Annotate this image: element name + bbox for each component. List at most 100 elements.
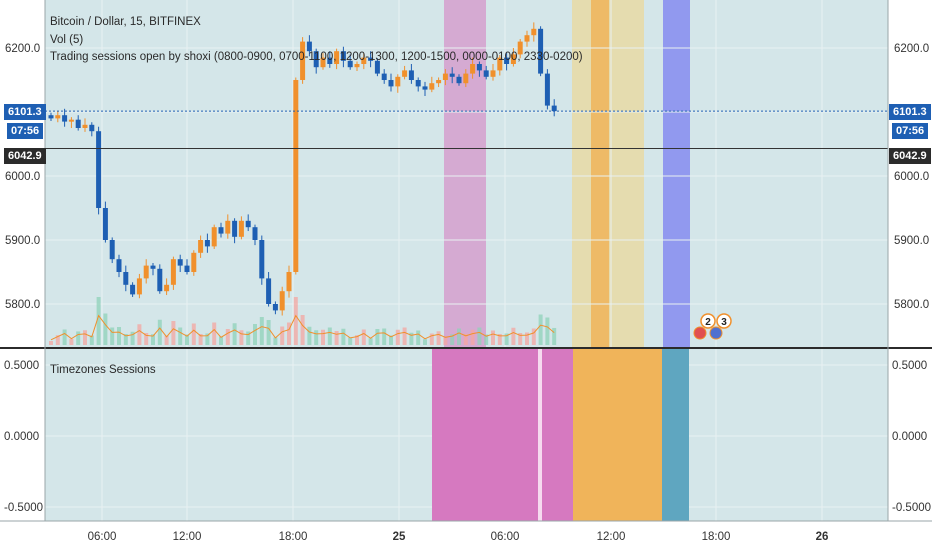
session-block bbox=[573, 349, 662, 521]
candle-body bbox=[334, 51, 340, 64]
candle-body bbox=[204, 240, 210, 247]
volume-bar bbox=[423, 339, 427, 345]
candle-body bbox=[456, 76, 462, 84]
session-block bbox=[432, 349, 573, 521]
symbol-title[interactable]: Bitcoin / Dollar, 15, BITFINEX bbox=[50, 16, 201, 28]
volume-bar bbox=[361, 329, 366, 345]
volume-bar bbox=[185, 334, 189, 345]
candle-body bbox=[48, 115, 54, 119]
volume-bar bbox=[205, 333, 210, 345]
candle-body bbox=[544, 73, 550, 106]
time-tick-label: 26 bbox=[816, 531, 829, 543]
volume-bar bbox=[348, 337, 353, 345]
volume-bar bbox=[198, 334, 203, 345]
price-tick-label: 5800.0 bbox=[5, 299, 40, 311]
price-tick-label: 5900.0 bbox=[5, 235, 40, 247]
candle-body bbox=[347, 60, 353, 68]
candle-body bbox=[524, 35, 530, 42]
candle-body bbox=[408, 70, 414, 80]
volume-bar bbox=[389, 335, 393, 345]
volume-bar bbox=[314, 330, 319, 345]
candle-body bbox=[374, 60, 380, 74]
candle-body bbox=[89, 124, 95, 132]
volume-bar bbox=[55, 335, 60, 345]
candle-body bbox=[510, 54, 516, 64]
volume-bar bbox=[117, 327, 121, 345]
volume-bar bbox=[178, 327, 183, 345]
price-tick-label: 6000.0 bbox=[894, 171, 929, 183]
volume-bar bbox=[307, 326, 312, 345]
crosshair-price-tag-right: 6042.9 bbox=[889, 148, 931, 164]
candle-body bbox=[55, 115, 61, 119]
candle-body bbox=[313, 51, 319, 68]
candle-body bbox=[517, 41, 523, 55]
volume-bar bbox=[287, 322, 291, 345]
candle-body bbox=[293, 80, 299, 272]
candle-body bbox=[164, 284, 170, 292]
volume-bar bbox=[123, 334, 128, 345]
volume-bar bbox=[355, 335, 359, 345]
session-band bbox=[663, 0, 690, 347]
candle-body bbox=[422, 86, 428, 90]
volume-bar bbox=[137, 324, 142, 345]
event-badge bbox=[716, 313, 732, 329]
candle-body bbox=[320, 57, 326, 68]
volume-bar bbox=[293, 297, 298, 345]
candle-body bbox=[490, 70, 496, 77]
event-badge bbox=[700, 313, 716, 329]
candle-body bbox=[96, 131, 102, 208]
volume-bar bbox=[96, 297, 101, 345]
volume-bar bbox=[246, 331, 251, 345]
sub-tick-label: -0.5000 bbox=[892, 502, 931, 514]
volume-bar bbox=[402, 327, 407, 345]
candle-body bbox=[436, 80, 442, 84]
volume-bar bbox=[83, 330, 87, 345]
volume-bar bbox=[368, 338, 373, 345]
volume-bar bbox=[62, 329, 67, 345]
candle-body bbox=[266, 278, 272, 304]
volume-bar bbox=[171, 321, 176, 345]
candle-body bbox=[259, 240, 265, 279]
candle-body bbox=[198, 240, 204, 253]
candle-body bbox=[354, 64, 360, 68]
candle-body bbox=[102, 208, 108, 240]
volume-bar bbox=[531, 328, 536, 345]
volume-bar bbox=[457, 328, 461, 345]
candle-body bbox=[531, 28, 537, 36]
candle-body bbox=[449, 73, 455, 77]
volume-bar bbox=[429, 333, 434, 345]
volume-bar bbox=[130, 331, 135, 345]
candle-body bbox=[150, 265, 156, 269]
volume-bar bbox=[151, 334, 155, 345]
candle-body bbox=[429, 83, 435, 90]
candle-body bbox=[136, 278, 142, 295]
volume-bar bbox=[511, 327, 516, 345]
volume-ma-line bbox=[50, 314, 555, 341]
volume-bar bbox=[409, 332, 414, 345]
candle-body bbox=[368, 57, 374, 61]
volume-bar bbox=[538, 314, 543, 345]
candle-body bbox=[68, 119, 74, 122]
volume-legend[interactable]: Vol (5) bbox=[50, 34, 84, 46]
volume-bar bbox=[266, 320, 271, 345]
session-band bbox=[591, 0, 609, 347]
crosshair-price-tag-left: 6042.9 bbox=[4, 148, 46, 164]
last-price-tag-left: 6101.3 bbox=[4, 104, 46, 120]
volume-bar bbox=[110, 327, 115, 345]
candle-body bbox=[476, 64, 482, 71]
volume-bar bbox=[491, 330, 495, 345]
volume-bar bbox=[450, 334, 455, 345]
candle-body bbox=[381, 73, 387, 80]
time-tick-label: 12:00 bbox=[173, 531, 202, 543]
candle-body bbox=[272, 304, 278, 311]
volume-bar bbox=[164, 335, 169, 345]
indicator-legend[interactable]: Trading sessions open by shoxi (0800-090… bbox=[50, 51, 583, 63]
volume-bar bbox=[504, 333, 509, 345]
candle-body bbox=[184, 265, 190, 272]
sub-tick-label: -0.5000 bbox=[4, 502, 43, 514]
sub-pane-title[interactable]: Timezones Sessions bbox=[50, 364, 156, 376]
volume-bar bbox=[545, 317, 550, 345]
volume-bar bbox=[382, 328, 387, 345]
